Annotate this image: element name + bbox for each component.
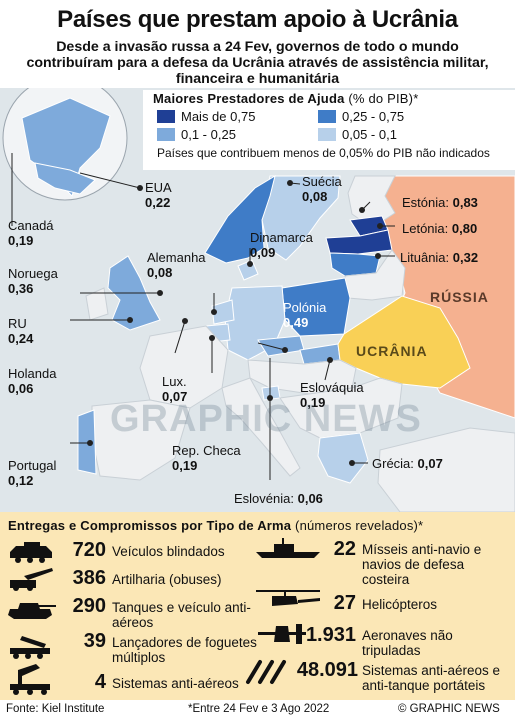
legend: Maiores Prestadores de Ajuda (% do PIB)*… [143,90,515,170]
footer-source: Fonte: Kiel Institute [6,703,105,715]
label-germany: Alemanha 0,08 [147,250,206,280]
norway-shape [204,174,276,264]
weapon-number-6: 22 [333,538,356,560]
label-norway: Noruega 0,36 [8,266,58,296]
watermark: GRAPHIC NEWS [110,398,422,440]
greece-shape [317,432,369,484]
weapon-label-3: Tanques e veículo anti-aéreos [112,600,251,630]
weapon-label-4: Lançadores de foguetes múltiplos [112,635,257,665]
ukraine-shape [337,295,471,389]
label-russia: RÚSSIA [430,289,489,305]
weapons-title: Entregas e Compromissos por Tipo de Arma… [8,518,424,533]
legend-swatch-4 [318,128,336,141]
map-shapes [2,88,515,512]
turkey-shape [377,427,515,512]
belarus-shape [344,249,406,301]
label-czech-republic: Rep. Checa 0,19 [172,443,241,473]
czech-shape [257,335,305,357]
denmark-shape [237,259,259,281]
label-poland: Polónia 0,49 [283,300,327,330]
lithuania-shape [329,252,381,277]
weapon-label-6: Mísseis anti-navio e navios de defesa co… [362,542,482,587]
ireland-shape [85,287,109,321]
balkans-shape [279,377,403,439]
rocket-launcher-icon [10,636,50,659]
weapon-label-1: Veículos blindados [112,544,225,559]
label-greece: Grécia: 0,07 [372,456,443,471]
legend-label-3: 0,1 - 0,25 [181,127,236,142]
air-defense-icon [10,664,50,695]
label-sweden: Suécia 0,08 [302,174,342,204]
label-portugal: Portugal 0,12 [8,458,57,488]
armored-vehicle-icon [10,542,52,563]
weapon-number-4: 39 [83,630,106,652]
label-denmark: Dinamarca 0,09 [250,230,313,260]
helicopter-icon [256,590,320,606]
weapon-number-8: 1.931 [305,624,356,646]
weapon-label-9: Sistemas anti-aéreos e anti-tanque portá… [362,663,501,693]
globe-inset [2,88,128,201]
italy-shape [221,377,301,477]
legend-label-4: 0,05 - 0,1 [342,127,397,142]
weapon-label-5: Sistemas anti-aéreos [112,676,239,691]
label-slovenia: Eslovénia: 0,06 [234,491,323,506]
legend-note: Países que contribuem menos de 0,05% do … [157,146,490,160]
weapon-number-7: 27 [333,592,356,614]
label-netherlands: Holanda 0,06 [8,366,57,396]
legend-label-1: Mais de 0,75 [181,109,256,124]
legend-swatch-1 [157,110,175,123]
footer-copyright: © GRAPHIC NEWS [398,703,500,715]
label-luxembourg: Lux. 0,07 [162,374,188,404]
portugal-shape [77,409,97,475]
legend-swatch-2 [318,110,336,123]
label-canada: Canadá 0,19 [8,218,54,248]
weapons-panel: Entregas e Compromissos por Tipo de Arma… [0,512,515,700]
legend-title: Maiores Prestadores de Ajuda (% do PIB)* [153,91,419,106]
warship-icon [256,538,320,558]
drone-icon [258,624,306,644]
footer-dates: *Entre 24 Fev e 3 Ago 2022 [188,703,330,715]
legend-label-2: 0,25 - 0,75 [342,109,405,124]
missiles-icon [246,660,286,684]
weapon-number-9: 48.091 [296,659,358,681]
label-usa: EUA 0,22 [145,180,172,210]
weapon-label-2: Artilharia (obuses) [112,572,222,587]
weapon-label-7: Helicópteros [362,597,438,612]
weapon-number-1: 720 [72,539,106,561]
legend-swatch-3 [157,128,175,141]
weapon-label-8: Aeronaves não tripuladas [362,628,453,658]
tank-icon [8,603,56,619]
weapon-number-5: 4 [94,671,106,693]
page-title: Países que prestam apoio à Ucrânia [57,6,458,33]
france-shape [139,325,229,409]
howitzer-icon [10,568,53,591]
page-subtitle: Desde a invasão russa a 24 Fev, governos… [26,39,489,87]
label-uk: RU 0,24 [8,316,34,346]
label-estonia: Estónia: 0,83 [402,195,478,210]
label-ukraine: UCRÂNIA [356,343,428,359]
label-slovakia: Eslováquia 0,19 [300,380,364,410]
weapon-number-2: 386 [72,567,106,589]
label-lithuania: Lituânia: 0,32 [400,250,479,265]
netherlands-shape [211,299,235,325]
label-latvia: Letónia: 0,80 [402,221,478,236]
weapon-number-3: 290 [72,595,106,617]
